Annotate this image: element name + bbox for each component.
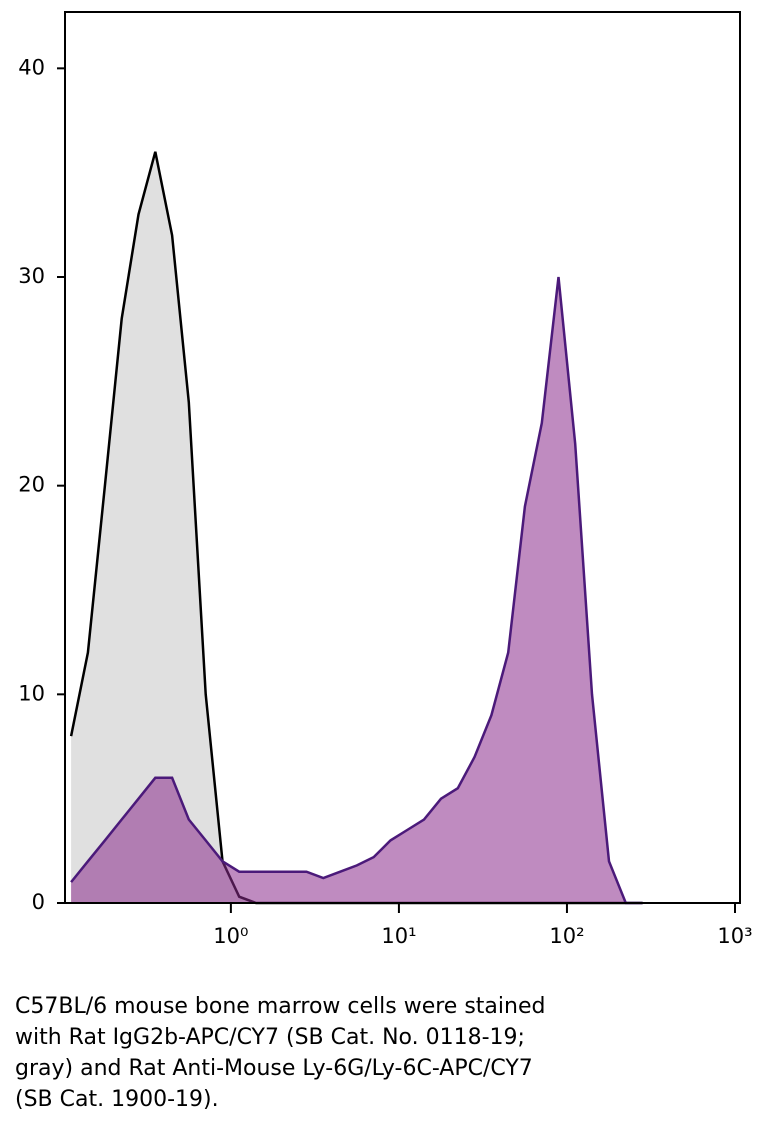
caption-line: with Rat IgG2b-APC/CY7 (SB Cat. No. 0118… bbox=[15, 1025, 525, 1050]
y-tick-label: 10 bbox=[18, 681, 45, 705]
y-tick-label: 40 bbox=[18, 55, 45, 79]
x-tick-label: 10² bbox=[549, 924, 584, 948]
caption-line: gray) and Rat Anti-Mouse Ly-6G/Ly-6C-APC… bbox=[15, 1056, 533, 1081]
y-tick-label: 20 bbox=[18, 473, 45, 497]
caption-line: C57BL/6 mouse bone marrow cells were sta… bbox=[15, 994, 545, 1019]
series-line bbox=[70, 276, 643, 905]
plot-frame bbox=[64, 11, 741, 904]
y-tick-label: 0 bbox=[32, 890, 45, 914]
x-tick-label: 10³ bbox=[717, 924, 752, 948]
x-tick-label: 10⁰ bbox=[213, 924, 248, 948]
plot-area bbox=[69, 151, 643, 905]
y-tick-label: 30 bbox=[18, 264, 45, 288]
caption-line: (SB Cat. 1900-19). bbox=[15, 1087, 219, 1112]
series-area bbox=[71, 277, 643, 903]
x-tick-label: 10¹ bbox=[381, 924, 416, 948]
